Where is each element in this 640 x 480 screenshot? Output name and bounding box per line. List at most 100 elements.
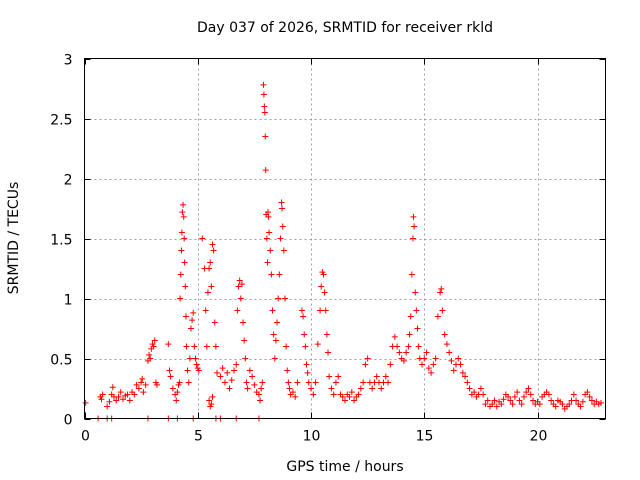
data-point: [321, 289, 328, 296]
data-point: [178, 247, 185, 254]
data-point: [279, 205, 286, 212]
data-point: [106, 398, 113, 405]
y-tick-label: 2: [64, 173, 73, 189]
data-point: [323, 331, 330, 338]
data-point: [459, 369, 466, 376]
data-point: [405, 343, 412, 350]
data-point: [244, 385, 251, 392]
data-point: [271, 355, 278, 362]
data-point: [300, 313, 307, 320]
data-point: [180, 213, 187, 220]
data-point: [439, 307, 446, 314]
data-point: [243, 379, 250, 386]
data-point: [167, 373, 174, 380]
data-point: [518, 401, 525, 408]
data-point: [234, 307, 241, 314]
data-point: [507, 397, 514, 404]
data-point: [357, 385, 364, 392]
data-point: [308, 385, 315, 392]
data-point: [548, 397, 555, 404]
data-point: [310, 391, 317, 398]
data-point: [208, 283, 215, 290]
data-point: [364, 355, 371, 362]
data-point: [437, 289, 444, 296]
data-point: [369, 385, 376, 392]
y-tick-label: 1: [64, 293, 73, 309]
data-point: [153, 381, 160, 388]
data-point: [113, 397, 120, 404]
data-point: [339, 393, 346, 400]
data-point: [199, 235, 206, 242]
data-point: [284, 367, 291, 374]
data-point: [281, 295, 288, 302]
plot-frame: [84, 58, 606, 419]
data-point: [330, 391, 337, 398]
data-point: [411, 223, 418, 230]
data-point: [82, 399, 89, 406]
data-point: [209, 393, 216, 400]
data-point: [285, 379, 292, 386]
x-tick-label: 10: [303, 429, 321, 445]
data-point: [109, 384, 116, 391]
data-point: [241, 337, 248, 344]
data-point: [268, 271, 275, 278]
data-point: [570, 391, 577, 398]
data-point: [407, 313, 414, 320]
data-point: [335, 373, 342, 380]
data-point: [286, 385, 293, 392]
x-tick-labels: 0 5 10 15 20: [81, 429, 547, 445]
data-point: [195, 367, 202, 374]
data-point: [317, 307, 324, 314]
data-point: [332, 379, 339, 386]
x-axis-label: GPS time / hours: [286, 459, 403, 475]
x-tick-label: 20: [530, 429, 548, 445]
data-point: [400, 357, 407, 364]
data-point: [278, 199, 285, 206]
data-point: [480, 391, 487, 398]
data-point: [500, 396, 507, 403]
data-point: [183, 343, 190, 350]
data-point: [559, 401, 566, 408]
data-point: [409, 235, 416, 242]
data-point: [597, 399, 604, 406]
data-point: [151, 337, 158, 344]
data-point: [257, 397, 264, 404]
data-point: [391, 333, 398, 340]
data-point: [181, 259, 188, 266]
data-point: [432, 355, 439, 362]
data-point: [403, 349, 410, 356]
data-point: [259, 379, 266, 386]
data-point: [314, 341, 321, 348]
data-point: [579, 398, 586, 405]
data-point: [238, 281, 245, 288]
data-point: [283, 343, 290, 350]
data-point: [414, 325, 421, 332]
data-point: [260, 81, 267, 88]
data-point: [138, 379, 145, 386]
data-point: [464, 379, 471, 386]
data-point: [328, 385, 335, 392]
data-point: [342, 397, 348, 404]
data-point: [410, 213, 417, 220]
data-point: [277, 235, 284, 242]
data-point: [179, 209, 186, 216]
data-point: [192, 355, 199, 362]
data-point: [382, 373, 389, 380]
data-point: [303, 361, 310, 368]
data-point: [186, 355, 193, 362]
data-point: [181, 235, 188, 242]
data-point: [320, 271, 327, 278]
data-point: [261, 103, 268, 110]
y-tick-labels: 0 0.5 1 1.5 2 2.5 3: [50, 53, 72, 429]
data-point: [298, 307, 305, 314]
data-point: [262, 133, 269, 140]
data-point: [304, 369, 311, 376]
y-tick-label: 2.5: [50, 113, 72, 129]
data-point: [292, 393, 299, 400]
data-point: [351, 397, 358, 404]
data-point: [482, 401, 489, 408]
data-point: [206, 397, 213, 404]
data-point: [586, 393, 593, 400]
data-point: [438, 285, 445, 292]
data-point: [289, 389, 296, 396]
